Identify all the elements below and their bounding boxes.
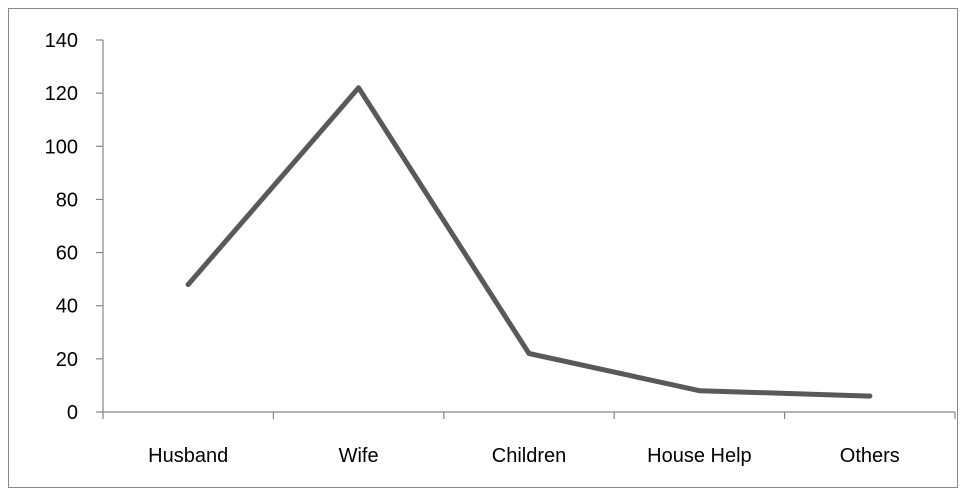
chart-frame	[8, 8, 958, 488]
x-tick-label: Wife	[339, 445, 379, 467]
data-point-husband	[185, 281, 191, 287]
x-tick-label: Others	[840, 445, 900, 467]
data-point-children	[526, 351, 532, 357]
y-tick-label: 140	[45, 30, 78, 52]
data-point-house-help	[696, 388, 702, 394]
series-group	[185, 85, 873, 399]
y-tick-label: 120	[45, 83, 78, 105]
x-tick-label: Children	[492, 445, 566, 467]
y-tick-label: 60	[56, 243, 78, 265]
y-axis: 0 20 40 60 80 100 120 140	[45, 30, 104, 424]
data-point-wife	[356, 85, 362, 91]
y-tick-label: 0	[67, 402, 78, 424]
y-tick-label: 80	[56, 189, 78, 211]
x-tick-label: Husband	[148, 445, 228, 467]
series-line	[185, 85, 873, 399]
y-tick-label: 20	[56, 349, 78, 371]
data-point-others	[867, 393, 873, 399]
y-tick-label: 40	[56, 296, 78, 318]
x-tick-label: House Help	[647, 445, 752, 467]
y-tick-label: 100	[45, 136, 78, 158]
x-axis: Husband Wife Children House Help Others	[102, 411, 956, 467]
